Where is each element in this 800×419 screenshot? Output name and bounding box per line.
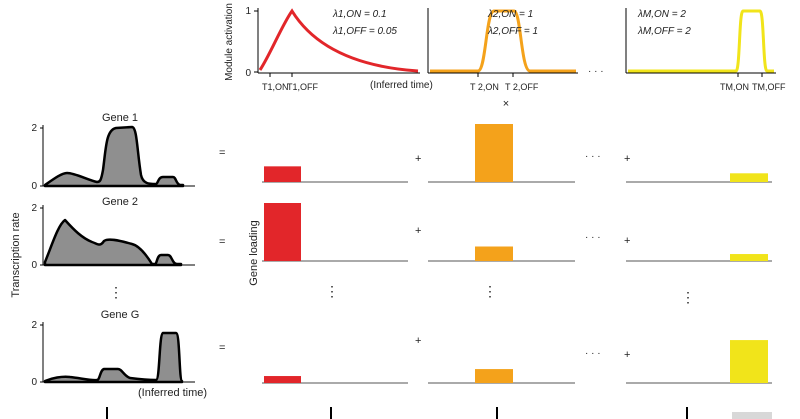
plus-row-g-a: + — [415, 335, 421, 347]
module-activation-ylabel: Module activation — [224, 3, 235, 81]
plus-row-2-b: + — [624, 235, 630, 247]
gene-g-panel: Gene G 2 0 (Inferred time) — [31, 309, 207, 399]
gene-loading-ylabel: Gene loading — [248, 220, 260, 285]
times-symbol: × — [503, 98, 509, 110]
module-1-panel: 1 0 λ1,ON = 0.1 λ1,OFF = 0.05 T1,ON T1,O… — [245, 6, 432, 92]
gene-2-tick-top: 2 — [31, 203, 37, 214]
gene-1-tick-top: 2 — [31, 123, 37, 134]
equals-row-2: = — [219, 236, 225, 248]
gene-1-panel: Gene 1 2 0 — [31, 112, 195, 192]
module-m-curve — [628, 9, 774, 73]
module-2-curve — [430, 9, 576, 73]
module-ellipsis: · · · — [588, 66, 604, 77]
module-1-ytick-bottom: 0 — [245, 68, 251, 79]
module-2-lambda-off: λ2,OFF = 1 — [487, 26, 538, 37]
gene-g-module2-loading-bar — [475, 369, 513, 383]
module-2-t-on-label: T 2,ON — [470, 82, 499, 92]
gene-vdots: ⋮ — [109, 284, 125, 300]
gene-g-rate-curve — [43, 331, 184, 384]
module-m-lambda-off: λM,OFF = 2 — [637, 26, 691, 37]
module-m-lambda-on: λM,ON = 2 — [637, 9, 686, 20]
gene-g-moduleM-loading-bar — [730, 340, 768, 383]
loading-vdots-2: ⋮ — [483, 283, 499, 299]
loading-vdots-1: ⋮ — [325, 283, 341, 299]
plus-row-1-a: + — [415, 153, 421, 165]
module-2-panel: λ2,ON = 1 λ2,OFF = 1 T 2,ON T 2,OFF × — [427, 8, 578, 110]
module-2-lambda-on: λ2,ON = 1 — [487, 9, 533, 20]
loading-vdots-m: ⋮ — [681, 289, 697, 305]
module-m-t-off-label: TM,OFF — [752, 82, 786, 92]
gene-2-tick-bottom: 0 — [31, 260, 37, 271]
ellipsis-row-1: · · · — [585, 151, 601, 162]
module-m-t-on-label: TM,ON — [720, 82, 749, 92]
module-2-t-off-label: T 2,OFF — [505, 82, 539, 92]
module-m-panel: λM,ON = 2 λM,OFF = 2 TM,ON TM,OFF — [625, 8, 786, 92]
gene-g-tick-bottom: 0 — [31, 377, 37, 388]
gene-1-moduleM-loading-bar — [730, 173, 768, 182]
gene-2-name: Gene 2 — [102, 196, 138, 208]
gene-1-rate-curve — [43, 125, 185, 188]
ellipsis-row-2: · · · — [585, 232, 601, 243]
ellipsis-row-g: · · · — [585, 348, 601, 359]
gene-2-module1-loading-bar — [264, 203, 301, 261]
gene-1-name: Gene 1 — [102, 112, 138, 124]
gene-2-panel: Gene 2 2 0 — [31, 196, 195, 271]
gene-1-tick-bottom: 0 — [31, 181, 37, 192]
plus-row-2-a: + — [415, 225, 421, 237]
gene-g-tick-top: 2 — [31, 320, 37, 331]
gene-g-module1-loading-bar — [264, 376, 301, 383]
module-1-lambda-off: λ1,OFF = 0.05 — [332, 26, 397, 37]
plus-row-1-b: + — [624, 153, 630, 165]
module-1-xlabel: (Inferred time) — [370, 80, 433, 91]
loading-bars — [264, 124, 768, 383]
transcription-rate-ylabel: Transcription rate — [10, 212, 22, 297]
module-1-curve — [258, 8, 419, 73]
module-1-lambda-on: λ1,ON = 0.1 — [332, 9, 387, 20]
gene-2-moduleM-loading-bar — [730, 254, 768, 261]
gene-xlabel: (Inferred time) — [138, 387, 207, 399]
module-1-t-on-label: T1,ON — [262, 82, 289, 92]
module-1-ytick-top: 1 — [245, 6, 251, 17]
equals-row-g: = — [219, 342, 225, 354]
module-1-t-off-label: T1,OFF — [287, 82, 319, 92]
gene-g-name: Gene G — [101, 309, 140, 321]
gene-1-module1-loading-bar — [264, 166, 301, 182]
equals-row-1: = — [219, 147, 225, 159]
plus-row-g-b: + — [624, 349, 630, 361]
gene-2-module2-loading-bar — [475, 246, 513, 261]
gene-2-rate-curve — [43, 218, 183, 267]
gene-1-module2-loading-bar — [475, 124, 513, 182]
